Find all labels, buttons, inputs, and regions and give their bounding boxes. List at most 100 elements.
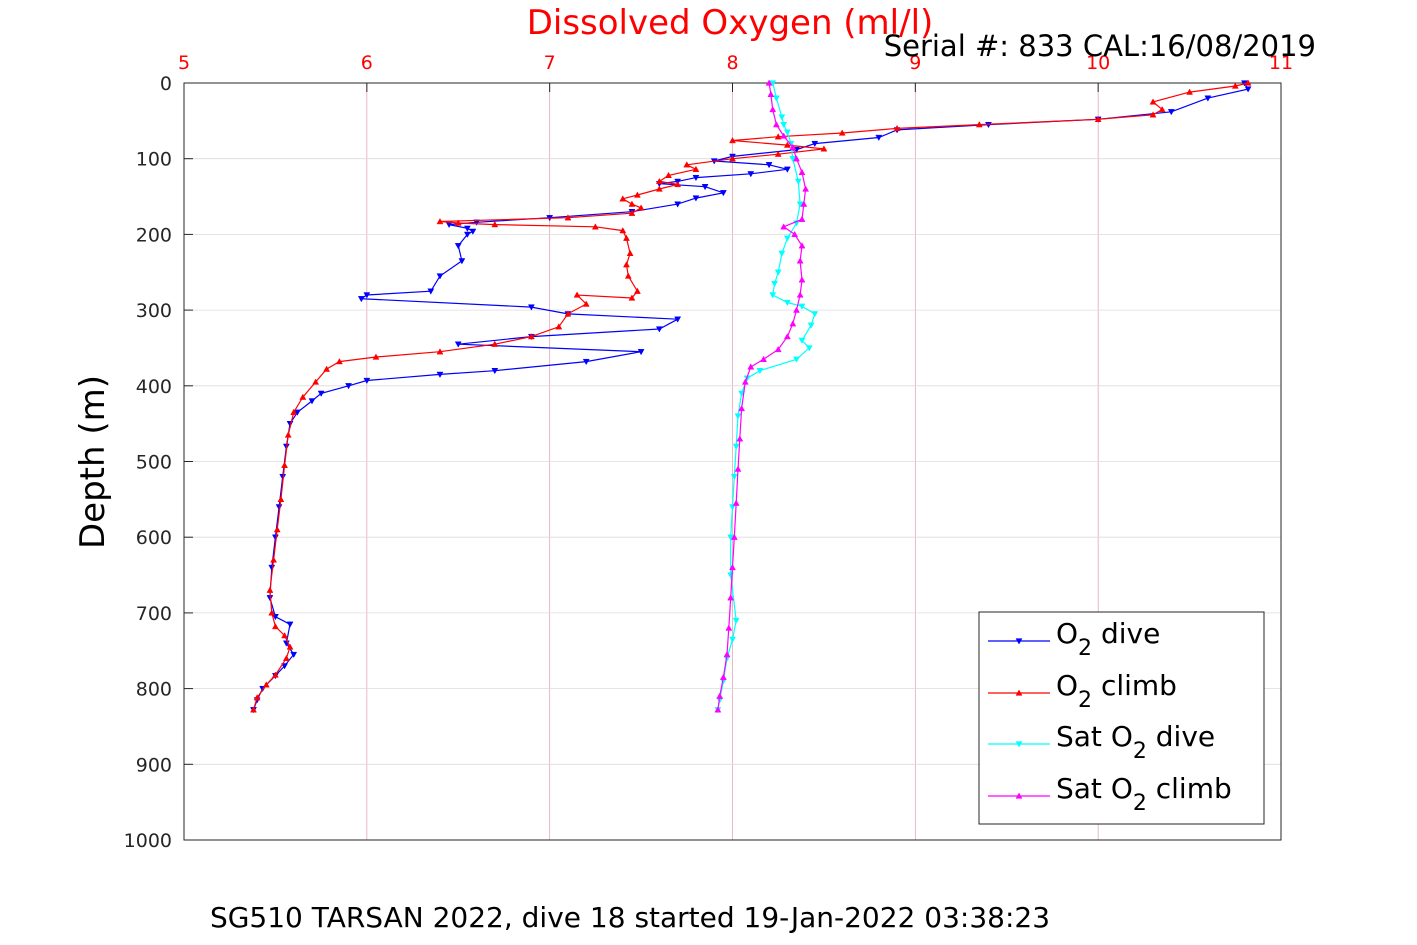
data-point xyxy=(312,378,320,385)
legend-swatch-marker xyxy=(1015,689,1023,696)
data-point xyxy=(637,204,645,211)
data-point xyxy=(798,242,806,249)
series-sat-o2-climb xyxy=(714,79,810,713)
data-point xyxy=(270,556,278,563)
data-point xyxy=(723,651,731,658)
data-point xyxy=(727,534,735,541)
legend-label-rest: dive xyxy=(1092,617,1160,650)
data-point xyxy=(491,340,499,347)
data-point xyxy=(674,180,682,188)
y-tick-label: 100 xyxy=(136,149,172,171)
legend-entry: Sat O2 climb xyxy=(988,772,1232,816)
data-point xyxy=(783,299,791,307)
data-point xyxy=(268,609,276,616)
data-point xyxy=(783,235,791,242)
data-point xyxy=(791,230,799,238)
data-point xyxy=(436,348,444,355)
data-point xyxy=(427,288,435,295)
data-point xyxy=(765,162,773,169)
data-point xyxy=(798,303,806,310)
data-point xyxy=(357,296,365,303)
data-point xyxy=(734,465,742,472)
x-tick-label: 9 xyxy=(909,52,921,74)
data-point xyxy=(769,105,777,113)
data-point xyxy=(491,221,499,228)
data-point xyxy=(774,150,782,157)
y-tick-label: 900 xyxy=(136,754,172,776)
data-point xyxy=(619,195,627,202)
data-point xyxy=(778,114,786,121)
data-point xyxy=(665,171,672,179)
data-point xyxy=(811,140,819,148)
legend-swatch-marker xyxy=(1015,638,1023,645)
data-point xyxy=(619,227,627,234)
data-point xyxy=(469,228,477,235)
data-point xyxy=(527,304,535,311)
data-point xyxy=(491,368,499,375)
data-point xyxy=(271,614,279,621)
series-o2-climb xyxy=(250,79,1252,713)
data-point xyxy=(747,171,755,178)
data-point xyxy=(1149,111,1157,118)
data-point xyxy=(436,371,444,378)
data-point xyxy=(796,201,804,208)
chart-title: Dissolved Oxygen (ml/l) xyxy=(527,3,934,43)
data-point xyxy=(253,694,261,701)
data-point xyxy=(1094,115,1102,122)
data-point xyxy=(802,185,810,192)
legend-label-rest: climb xyxy=(1092,669,1177,702)
data-point xyxy=(771,280,778,288)
data-point xyxy=(286,643,294,650)
data-point xyxy=(793,306,800,313)
data-point xyxy=(290,408,298,415)
data-point xyxy=(772,95,780,102)
data-point xyxy=(800,200,808,207)
data-point xyxy=(796,257,804,264)
legend-label-main: O xyxy=(1111,720,1133,753)
chart-caption: SG510 TARSAN 2022, dive 18 started 19-Ja… xyxy=(210,901,1050,934)
data-point xyxy=(591,223,599,230)
data-point xyxy=(273,526,281,533)
data-point xyxy=(277,495,285,502)
data-point xyxy=(626,249,634,256)
data-point xyxy=(730,473,738,481)
data-point xyxy=(783,129,791,136)
data-point xyxy=(893,124,901,132)
data-point xyxy=(628,294,636,301)
legend-label: O2 dive xyxy=(1056,617,1160,661)
data-point xyxy=(335,358,343,365)
data-point xyxy=(769,80,777,87)
data-point xyxy=(1244,79,1252,86)
data-point xyxy=(794,178,802,185)
data-point xyxy=(1186,88,1194,95)
data-point xyxy=(555,323,563,330)
data-point xyxy=(323,365,331,372)
data-point xyxy=(582,358,590,366)
data-point xyxy=(811,311,819,318)
data-point xyxy=(769,292,777,299)
data-point xyxy=(637,349,645,356)
data-point xyxy=(293,409,301,416)
data-point xyxy=(778,250,786,257)
data-point xyxy=(281,461,288,468)
data-point xyxy=(1204,95,1212,102)
data-point xyxy=(793,356,800,363)
data-point xyxy=(271,623,279,630)
legend-label-prefix: Sat xyxy=(1056,720,1111,753)
data-point xyxy=(345,383,352,390)
data-point xyxy=(582,300,590,307)
data-point xyxy=(732,499,740,506)
legend-label: Sat O2 dive xyxy=(1056,720,1215,764)
data-point xyxy=(730,533,738,540)
data-point xyxy=(760,355,768,362)
data-point xyxy=(674,316,682,323)
data-point xyxy=(527,333,535,340)
data-point xyxy=(655,177,663,185)
data-point xyxy=(454,219,462,226)
data-point xyxy=(628,209,636,216)
data-point xyxy=(290,651,298,659)
data-point xyxy=(732,443,740,450)
data-point xyxy=(756,368,764,375)
data-point xyxy=(805,345,813,352)
